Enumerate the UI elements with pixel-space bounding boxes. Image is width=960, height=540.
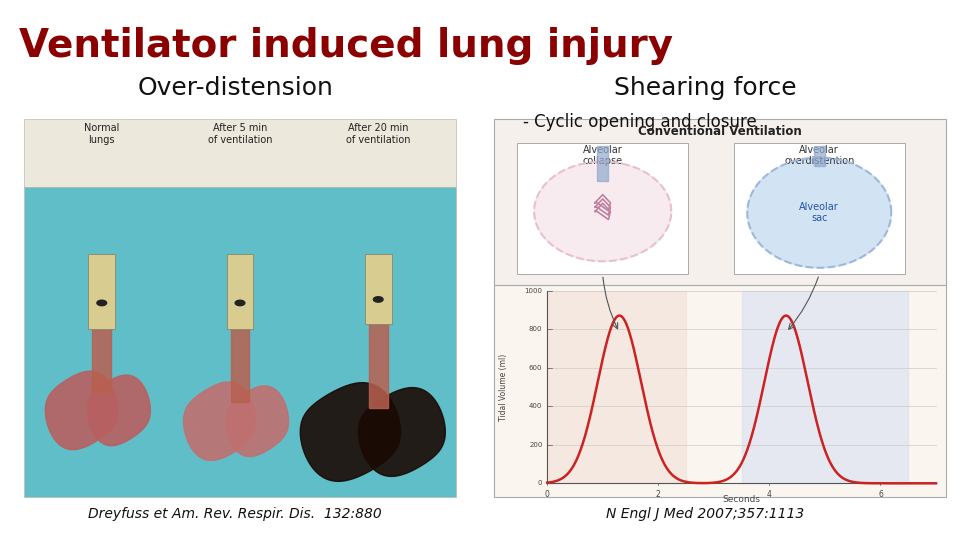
Polygon shape [369,324,388,408]
Polygon shape [230,329,250,402]
Text: After 20 min
of ventilation: After 20 min of ventilation [346,123,411,145]
Text: Over-distension: Over-distension [137,76,333,99]
Polygon shape [813,146,825,166]
Text: 0: 0 [544,490,550,499]
Text: 600: 600 [529,364,542,370]
Text: Alveolar
overdistention: Alveolar overdistention [784,145,854,166]
FancyBboxPatch shape [24,119,456,187]
Text: Shearing force: Shearing force [614,76,797,99]
Circle shape [97,300,107,306]
Text: 1000: 1000 [524,287,542,294]
FancyBboxPatch shape [733,143,905,274]
Polygon shape [45,371,118,450]
Polygon shape [534,161,671,261]
Text: Normal
lungs: Normal lungs [84,123,119,145]
Polygon shape [300,383,400,481]
Text: 2: 2 [656,490,660,499]
Text: 0: 0 [538,480,542,487]
FancyBboxPatch shape [365,254,392,324]
Text: Seconds: Seconds [723,495,760,504]
Polygon shape [358,388,445,476]
Text: 6: 6 [878,490,883,499]
Polygon shape [741,291,908,483]
Polygon shape [87,375,151,445]
Circle shape [235,300,245,306]
FancyBboxPatch shape [494,285,946,497]
Text: - Cyclic opening and closure: - Cyclic opening and closure [523,113,756,131]
Polygon shape [747,158,891,268]
Circle shape [373,296,383,302]
FancyBboxPatch shape [88,254,115,329]
Text: Alveolar
sac: Alveolar sac [800,202,839,224]
Polygon shape [183,382,256,461]
Polygon shape [226,386,289,456]
FancyBboxPatch shape [24,187,456,497]
Text: Alveolar
collapse: Alveolar collapse [583,145,623,166]
Polygon shape [92,329,111,392]
Text: Tidal Volume (ml): Tidal Volume (ml) [499,353,508,421]
Polygon shape [597,146,609,181]
Text: N Engl J Med 2007;357:1113: N Engl J Med 2007;357:1113 [607,507,804,521]
Text: 400: 400 [529,403,542,409]
FancyBboxPatch shape [494,119,946,285]
Text: Ventilator induced lung injury: Ventilator induced lung injury [19,27,673,65]
Text: After 5 min
of ventilation: After 5 min of ventilation [207,123,273,145]
Text: 200: 200 [529,442,542,448]
Polygon shape [547,291,686,483]
Text: Conventional Ventilation: Conventional Ventilation [638,125,802,138]
Text: Dreyfuss et Am. Rev. Respir. Dis.  132:880: Dreyfuss et Am. Rev. Respir. Dis. 132:88… [88,507,382,521]
Text: 800: 800 [529,326,542,332]
FancyBboxPatch shape [227,254,253,329]
FancyBboxPatch shape [516,143,688,274]
Text: 4: 4 [767,490,772,499]
